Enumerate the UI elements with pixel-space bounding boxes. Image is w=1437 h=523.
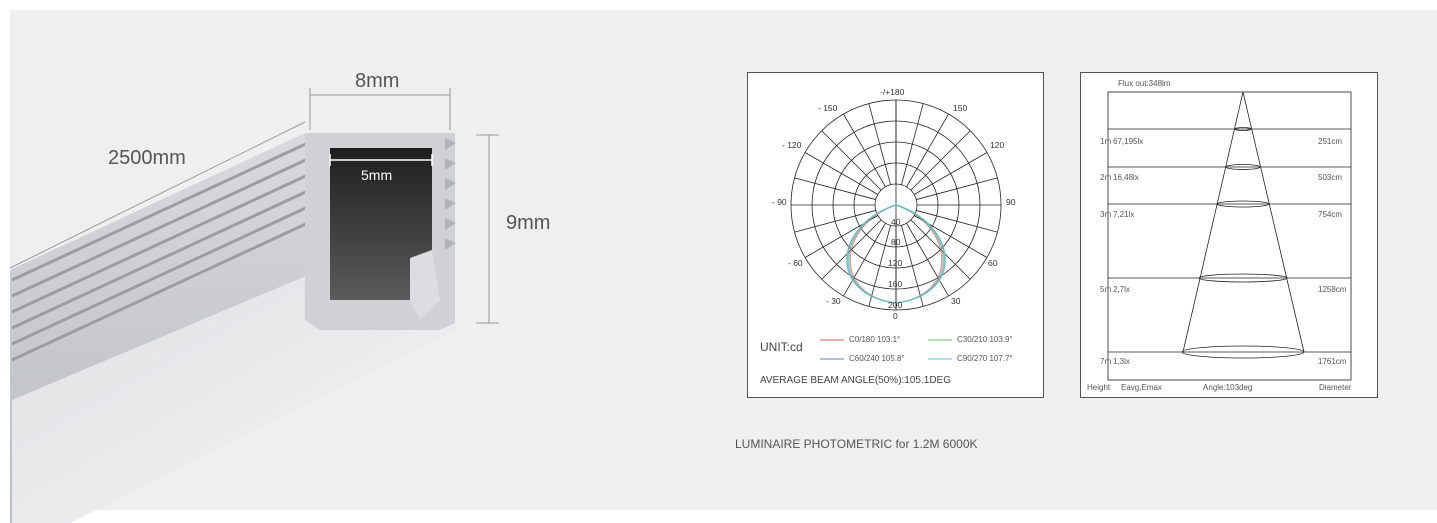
polar-spoke — [901, 225, 924, 307]
polar-spoke — [794, 177, 876, 200]
cone-diagram — [1107, 91, 1352, 381]
angle-label-120: 120 — [990, 140, 1005, 150]
inner-width-dimension-label: 5mm — [361, 167, 393, 183]
row-diameter-5m: 1258cm — [1318, 285, 1347, 294]
angle-label-90: 90 — [1006, 197, 1016, 207]
polar-spoke — [794, 210, 876, 233]
angle-label-minus-150: - 150 — [818, 103, 838, 113]
height-dimension-label: 9mm — [506, 212, 551, 234]
angle-label-180: -/+180 — [880, 87, 905, 97]
angle-label-0: 0 — [893, 311, 898, 321]
legend-c0-label: C0/180 103.1° — [849, 335, 901, 344]
polar-spoke — [843, 222, 886, 297]
width-dimension-label: 8mm — [355, 70, 400, 92]
photometric-caption: LUMINAIRE PHOTOMETRIC for 1.2M 6000K — [735, 437, 978, 451]
row-diameter-2m: 503cm — [1318, 173, 1343, 182]
polar-spoke — [804, 152, 879, 195]
angle-label-150: 150 — [953, 103, 968, 113]
radial-label-200: 200 — [888, 300, 903, 310]
legend-c30-label: C30/210 103.9° — [957, 335, 1013, 344]
footer-eavg-label: Eavg,Emax — [1121, 383, 1162, 392]
radial-label-40: 40 — [891, 217, 901, 227]
polar-grid — [790, 99, 1002, 360]
polar-spoke — [868, 225, 891, 307]
polar-spoke — [821, 130, 882, 191]
polar-spoke — [906, 113, 949, 188]
radial-label-120: 120 — [888, 258, 903, 268]
radial-label-160: 160 — [888, 279, 903, 289]
polar-spoke — [906, 222, 949, 297]
angle-label-30: 30 — [951, 296, 961, 306]
angle-label-60: 60 — [988, 258, 998, 268]
row-height-3m: 3m — [1100, 210, 1112, 219]
row-eavg-7m: 1,3lx — [1113, 357, 1130, 366]
polar-spoke — [916, 210, 998, 233]
legend-c60-label: C60/240 105.8° — [849, 354, 905, 363]
illuminance-cone-panel: Flux out:348lm 1m 67,195lx 251cm 2m 16,4… — [1080, 72, 1378, 398]
footer-height-label: Height — [1087, 383, 1111, 392]
row-diameter-3m: 754cm — [1318, 210, 1343, 219]
angle-label-minus-90: - 90 — [772, 197, 787, 207]
row-eavg-5m: 2,7lx — [1113, 285, 1130, 294]
row-eavg-1m: 67,195lx — [1113, 137, 1144, 146]
row-diameter-7m: 1761cm — [1318, 357, 1347, 366]
row-eavg-3m: 7,21lx — [1113, 210, 1135, 219]
polar-spoke — [901, 103, 924, 185]
row-height-1m: 1m — [1100, 137, 1112, 146]
flux-out-label: Flux out:348lm — [1118, 79, 1171, 88]
polar-spoke — [913, 152, 988, 195]
row-height-5m: 5m — [1100, 285, 1112, 294]
legend-c90-label: C90/270 107.7° — [957, 354, 1013, 363]
average-beam-angle-label: AVERAGE BEAM ANGLE(50%):105.1DEG — [760, 375, 952, 386]
length-dimension-label: 2500mm — [108, 147, 186, 169]
polar-spoke — [868, 103, 891, 185]
polar-spoke — [910, 130, 971, 191]
row-diameter-1m: 251cm — [1318, 137, 1343, 146]
row-height-7m: 7m — [1100, 357, 1112, 366]
angle-label-minus-120: - 120 — [782, 140, 802, 150]
unit-label: UNIT:cd — [760, 340, 803, 354]
angle-label-minus-60: - 60 — [788, 258, 803, 268]
radial-label-80: 80 — [891, 237, 901, 247]
footer-diameter-label: Diameter — [1319, 383, 1352, 392]
polar-spoke — [916, 177, 998, 200]
angle-label-minus-30: - 30 — [826, 296, 841, 306]
row-height-2m: 2m — [1100, 173, 1112, 182]
row-eavg-2m: 16,48lx — [1113, 173, 1139, 182]
polar-diagram-panel: -/+180 - 150 150 - 120 120 - 90 90 - 60 … — [747, 72, 1044, 398]
footer-angle-label: Angle:103deg — [1203, 383, 1253, 392]
polar-spoke — [843, 113, 886, 188]
aluminum-profile-illustration — [9, 88, 499, 523]
intensity-curve-3 — [846, 204, 946, 304]
